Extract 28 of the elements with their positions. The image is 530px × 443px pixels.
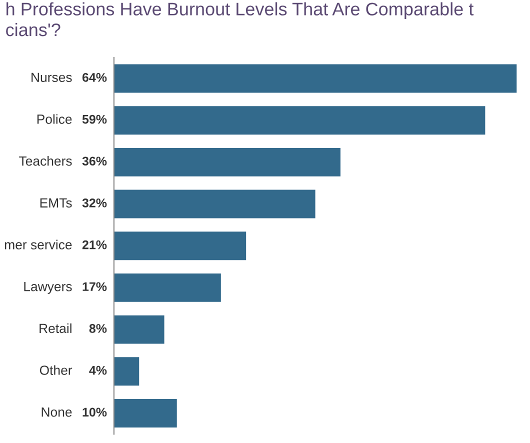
bar [114, 357, 140, 386]
bar [114, 64, 517, 93]
bar [114, 315, 164, 344]
y-tick-label: mer service [4, 240, 72, 250]
y-tick-label: Retail [40, 323, 72, 334]
y-tick-label: None [42, 408, 72, 417]
y-tick-label: Police [37, 114, 72, 124]
data-label: 32% [82, 198, 107, 208]
y-tick-label: Nurses [32, 72, 72, 82]
data-label: 59% [82, 114, 107, 124]
y-tick-label: Other [40, 365, 72, 375]
bar [114, 190, 316, 218]
chart-title: h Professions Have Burnout Levels That Are Comparable t cians'? [6, 2, 474, 36]
data-label: 17% [82, 282, 107, 292]
y-tick-label: Teachers [19, 156, 72, 166]
y-tick-label: EMTs [40, 198, 72, 208]
data-label: 64% [82, 73, 107, 82]
data-label: 10% [82, 408, 107, 417]
bar [114, 232, 246, 260]
bar [114, 106, 486, 135]
data-label: 4% [89, 366, 107, 375]
bar [114, 148, 340, 176]
bar [114, 273, 221, 302]
bar [114, 398, 177, 428]
y-tick-label: Lawyers [24, 282, 72, 294]
data-label: 36% [82, 156, 107, 166]
data-label: 8% [89, 324, 107, 333]
data-label: 21% [82, 240, 107, 250]
